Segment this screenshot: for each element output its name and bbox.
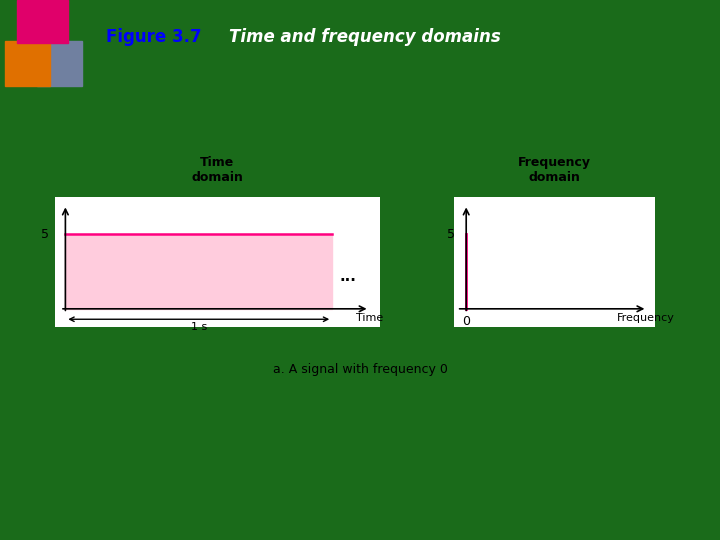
Text: 1 s: 1 s: [191, 322, 207, 332]
Text: 0: 0: [462, 315, 470, 328]
Text: Time: Time: [356, 313, 383, 323]
Text: ...: ...: [340, 268, 356, 284]
Text: Time and frequency domains: Time and frequency domains: [207, 28, 501, 46]
Text: Frequency
domain: Frequency domain: [518, 156, 591, 184]
Text: a. A signal with frequency 0: a. A signal with frequency 0: [273, 362, 448, 376]
Text: Time
domain: Time domain: [192, 156, 243, 184]
Text: 5: 5: [447, 228, 455, 241]
Bar: [17, 0, 68, 43]
Text: Figure 3.7: Figure 3.7: [106, 28, 202, 46]
Bar: [37, 41, 81, 85]
Text: Frequency: Frequency: [617, 313, 675, 323]
Text: 5: 5: [41, 228, 50, 241]
Bar: [5, 41, 50, 85]
